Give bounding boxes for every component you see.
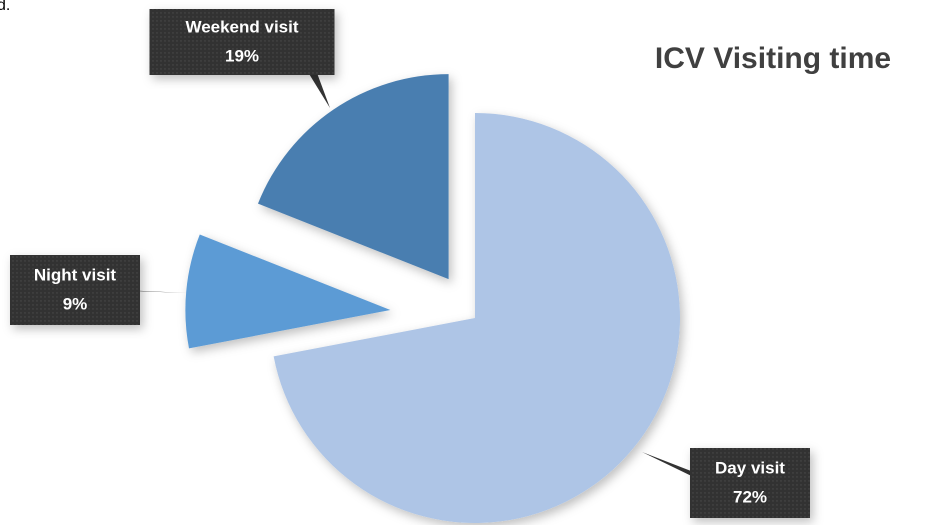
label-box	[690, 448, 810, 518]
label-category: Weekend visit	[185, 17, 298, 36]
label-category: Night visit	[34, 265, 117, 284]
chart-title: ICV Visiting time	[655, 42, 891, 75]
slices	[185, 74, 680, 523]
pie-slice	[185, 234, 391, 349]
pie-slice	[273, 113, 680, 523]
pie-slice	[257, 74, 449, 280]
corner-text: d.	[0, 0, 10, 14]
label-box	[10, 255, 140, 325]
label-value: 19%	[225, 46, 259, 65]
label-value: 72%	[733, 487, 767, 506]
label-value: 9%	[63, 294, 88, 313]
labels: Day visit 72% Night visit 9% Weekend visit 19…	[10, 9, 810, 518]
label-category: Day visit	[715, 458, 785, 477]
label-box	[149, 9, 335, 75]
